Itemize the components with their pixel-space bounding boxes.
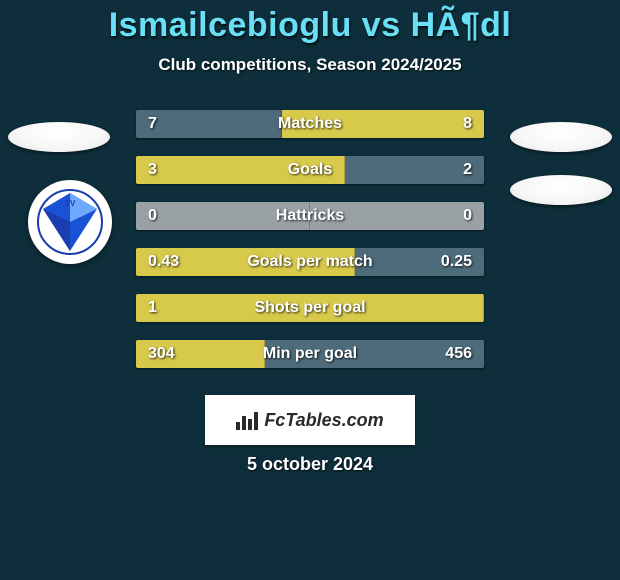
sv-horn-logo-icon: SV — [37, 189, 103, 255]
brand-text: FcTables.com — [264, 410, 383, 431]
stat-value-left: 3 — [148, 161, 157, 179]
stat-value-left: 1 — [148, 299, 157, 317]
player-pill-left — [8, 122, 110, 152]
bar-chart-icon — [236, 410, 258, 430]
stat-value-right: 2 — [463, 161, 472, 179]
stat-value-right: 8 — [463, 115, 472, 133]
player-pill-right-2 — [510, 175, 612, 205]
page-subtitle: Club competitions, Season 2024/2025 — [0, 55, 620, 75]
stat-label: Goals per match — [247, 253, 372, 271]
stat-label: Shots per goal — [254, 299, 365, 317]
stat-overlay: 304 Min per goal 456 — [136, 340, 484, 368]
stat-label: Hattricks — [276, 207, 344, 225]
club-badge: SV — [28, 180, 112, 264]
stat-row: 3 Goals 2 — [136, 156, 484, 184]
stat-label: Min per goal — [263, 345, 357, 363]
stat-overlay: 3 Goals 2 — [136, 156, 484, 184]
stat-value-left: 0 — [148, 207, 157, 225]
stat-value-left: 7 — [148, 115, 157, 133]
stats-column: 7 Matches 8 3 Goals 2 0 Hattricks 0 0.43 Goals per… — [136, 110, 484, 386]
stat-overlay: 0.43 Goals per match 0.25 — [136, 248, 484, 276]
stat-overlay: 7 Matches 8 — [136, 110, 484, 138]
stat-label: Goals — [288, 161, 332, 179]
brand-strip[interactable]: FcTables.com — [205, 395, 415, 445]
stat-value-right: 456 — [445, 345, 472, 363]
stat-value-right: 0 — [463, 207, 472, 225]
page-title: Ismailcebioglu vs HÃ¶dl — [0, 6, 620, 45]
stat-value-left: 0.43 — [148, 253, 179, 271]
stat-row: 0.43 Goals per match 0.25 — [136, 248, 484, 276]
stat-label: Matches — [278, 115, 342, 133]
comparison-card: Ismailcebioglu vs HÃ¶dl Club competition… — [0, 0, 620, 580]
player-pill-right-1 — [510, 122, 612, 152]
stat-row: 7 Matches 8 — [136, 110, 484, 138]
date-text: 5 october 2024 — [0, 454, 620, 475]
svg-text:SV: SV — [65, 199, 76, 208]
stat-row: 304 Min per goal 456 — [136, 340, 484, 368]
stat-value-left: 304 — [148, 345, 175, 363]
stat-row: 1 Shots per goal — [136, 294, 484, 322]
stat-overlay: 1 Shots per goal — [136, 294, 484, 322]
stat-overlay: 0 Hattricks 0 — [136, 202, 484, 230]
stat-value-right: 0.25 — [441, 253, 472, 271]
stat-row: 0 Hattricks 0 — [136, 202, 484, 230]
